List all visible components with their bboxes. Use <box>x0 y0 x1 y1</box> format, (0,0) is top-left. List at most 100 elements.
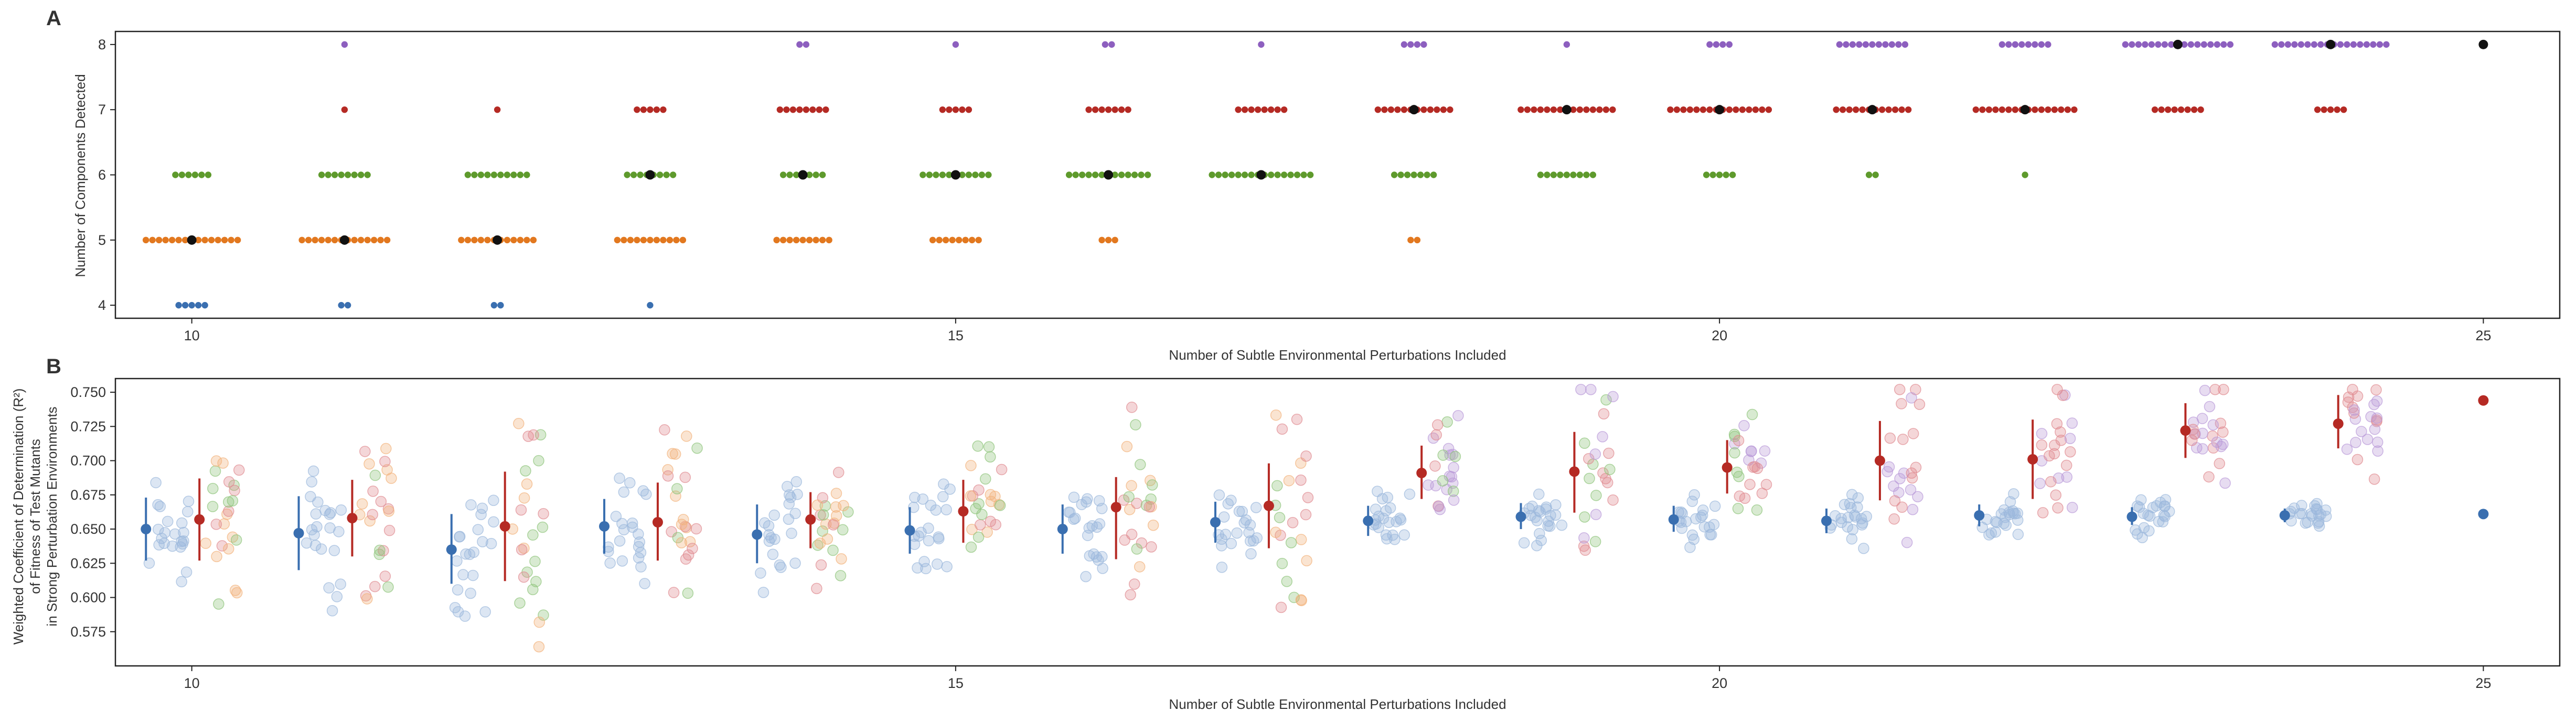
faint-point <box>1291 414 1303 425</box>
data-point <box>2158 106 2165 113</box>
data-point <box>325 236 332 244</box>
faint-point <box>768 509 780 521</box>
faint-point <box>2203 471 2215 483</box>
data-point <box>517 236 524 244</box>
faint-point <box>210 455 222 467</box>
data-point <box>2297 41 2305 48</box>
faint-point <box>980 473 991 485</box>
panel-b-y-label-line-3: in Strong Perturbation Environments <box>44 406 60 626</box>
faint-point <box>1534 527 1545 540</box>
faint-point <box>2133 501 2145 513</box>
data-point <box>318 171 325 178</box>
faint-point <box>2372 445 2383 457</box>
faint-point <box>472 524 484 535</box>
faint-point <box>1147 479 1158 491</box>
red-mean-marker <box>805 514 816 525</box>
mean-marker <box>493 235 503 245</box>
data-point <box>1885 106 1892 113</box>
data-point <box>1235 106 1242 113</box>
data-point <box>1589 106 1597 113</box>
data-point <box>1414 41 1421 48</box>
faint-point <box>452 584 464 596</box>
faint-point <box>1589 536 1601 547</box>
faint-point <box>1746 408 1758 421</box>
data-point <box>1407 41 1414 48</box>
faint-point <box>691 442 703 454</box>
faint-point <box>516 544 528 556</box>
data-point <box>1261 106 1268 113</box>
data-point <box>1287 171 1294 178</box>
data-point <box>2058 106 2065 113</box>
faint-point <box>610 511 622 522</box>
faint-point <box>1222 498 1234 510</box>
faint-point <box>1531 540 1543 552</box>
faint-point <box>176 576 187 588</box>
data-point <box>637 171 644 178</box>
faint-point <box>633 541 645 553</box>
red-mean-marker <box>1416 468 1427 479</box>
data-point <box>1888 41 1896 48</box>
faint-point <box>784 489 795 501</box>
faint-point <box>223 505 234 517</box>
faint-point <box>367 509 378 521</box>
data-point <box>458 236 465 244</box>
data-point <box>1833 106 1840 113</box>
y-tick-label: 0.725 <box>70 418 106 434</box>
data-point <box>2363 41 2370 48</box>
data-point <box>1414 236 1421 244</box>
data-point <box>1726 41 1733 48</box>
faint-point <box>965 460 977 471</box>
faint-point <box>920 563 932 575</box>
faint-point <box>2302 516 2314 528</box>
faint-point <box>1143 501 1156 513</box>
data-point <box>1517 106 1524 113</box>
data-point <box>1401 41 1408 48</box>
data-point <box>1215 171 1222 178</box>
data-point <box>627 236 634 244</box>
data-point <box>660 106 667 113</box>
data-point <box>1111 236 1118 244</box>
faint-point <box>488 494 499 506</box>
faint-point <box>1901 536 1913 548</box>
faint-point <box>150 477 162 489</box>
data-point <box>939 106 946 113</box>
faint-point <box>1906 392 1917 404</box>
data-point <box>497 171 504 178</box>
data-point <box>647 106 654 113</box>
data-point <box>2122 41 2129 48</box>
faint-point <box>1218 511 1230 523</box>
data-point <box>1557 106 1564 113</box>
data-point <box>201 301 208 309</box>
data-point <box>1420 106 1427 113</box>
data-point <box>1706 41 1713 48</box>
blue-mean-marker <box>599 521 610 532</box>
faint-point <box>976 509 988 520</box>
faint-point <box>1384 502 1396 514</box>
data-point <box>2337 41 2344 48</box>
faint-point <box>1380 529 1392 541</box>
faint-point <box>2219 477 2231 489</box>
data-point <box>1680 106 1687 113</box>
data-point <box>647 301 654 309</box>
panel-a-chart: 10 15 20 25 4 5 6 7 8 <box>98 30 2561 343</box>
data-point <box>1092 171 1099 178</box>
faint-point <box>1579 511 1590 523</box>
faint-point <box>477 536 488 547</box>
data-point <box>965 106 972 113</box>
data-point <box>1759 106 1766 113</box>
faint-point <box>1744 479 1756 490</box>
faint-point <box>2207 419 2219 431</box>
data-point <box>1544 106 1551 113</box>
data-point <box>2227 41 2234 48</box>
data-point <box>2284 41 2292 48</box>
y-tick-label: 0.675 <box>70 487 106 503</box>
y-tick-label: 0.575 <box>70 624 106 640</box>
data-point <box>1765 106 1772 113</box>
faint-point <box>538 609 549 621</box>
data-point <box>942 236 949 244</box>
faint-point <box>676 519 688 530</box>
faint-point <box>324 509 335 520</box>
faint-point <box>1695 511 1707 523</box>
faint-point <box>1600 473 1611 484</box>
data-point <box>325 171 332 178</box>
